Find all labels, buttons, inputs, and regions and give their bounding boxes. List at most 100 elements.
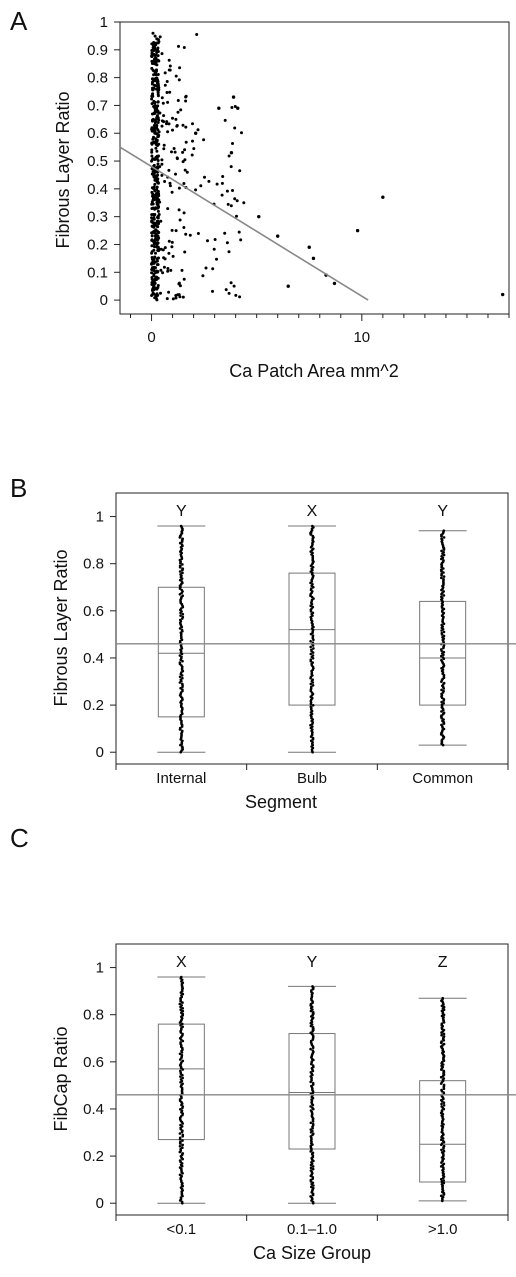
panel-a-data-point bbox=[163, 71, 167, 75]
panel-a-data-point bbox=[159, 268, 163, 272]
panel-a-data-point bbox=[150, 129, 154, 133]
panel-b-data-point bbox=[440, 623, 444, 627]
panel-a-data-point bbox=[154, 120, 158, 123]
panel-a-data-point bbox=[231, 189, 234, 192]
panel-a-data-point bbox=[160, 162, 164, 166]
panel-a-data-point bbox=[158, 111, 162, 115]
panel-a-data-point bbox=[166, 269, 170, 273]
panel-a-data-point bbox=[165, 297, 169, 301]
panel-a-data-point bbox=[158, 165, 162, 169]
panel-a-data-point bbox=[152, 274, 156, 277]
panel-c-data-point bbox=[309, 1195, 312, 1198]
panel-b-data-point bbox=[178, 593, 182, 596]
panel-a-data-point bbox=[156, 192, 160, 196]
panel-c-data-point bbox=[440, 1105, 444, 1108]
panel-a-data-point bbox=[227, 250, 231, 254]
panel-c-data-point bbox=[181, 1139, 184, 1142]
panel-b-data-point bbox=[309, 615, 313, 619]
panel-a-data-point bbox=[184, 125, 188, 129]
panel-a-data-point bbox=[152, 283, 156, 287]
panel-a-data-point bbox=[180, 268, 184, 272]
panel-a-data-point bbox=[153, 131, 157, 135]
panel-a-data-point bbox=[150, 54, 154, 58]
panel-c-data-point bbox=[442, 1104, 446, 1107]
panel-a-data-point bbox=[153, 158, 157, 161]
panel-a-data-point bbox=[206, 239, 209, 243]
panel-c-data-point bbox=[442, 1179, 446, 1182]
panel-a-data-point bbox=[151, 137, 155, 141]
panel-b-data-point bbox=[178, 541, 182, 545]
panel-a-data-point bbox=[154, 146, 158, 150]
panel-c-data-point bbox=[181, 1133, 185, 1137]
panel-c-data-point bbox=[440, 1014, 444, 1018]
panel-a-fit-line bbox=[119, 146, 369, 301]
panel-a-data-point bbox=[159, 219, 163, 223]
panel-b-data-point bbox=[179, 618, 182, 622]
panel-b-data-point bbox=[309, 645, 313, 649]
panel-c-data-point bbox=[440, 1088, 443, 1092]
panel-a-data-point bbox=[183, 148, 187, 152]
panel-b-data-point bbox=[178, 564, 182, 568]
panel-a-data-point bbox=[161, 101, 165, 105]
panel-a-data-point bbox=[213, 238, 217, 241]
panel-b-data-point bbox=[440, 648, 443, 651]
panel-b-data-point bbox=[312, 647, 315, 650]
panel-a-data-point bbox=[156, 209, 160, 213]
panel-a-x-tick-label: 10 bbox=[353, 329, 370, 346]
panel-a-data-point bbox=[167, 168, 171, 172]
panel-c-data-point bbox=[311, 1181, 315, 1185]
panel-a-y-tick-label: 0.5 bbox=[87, 153, 108, 170]
panel-a-data-point bbox=[229, 151, 234, 155]
panel-a-data-point bbox=[152, 99, 156, 103]
panel-a-data-point bbox=[154, 228, 158, 232]
panel-a-data-point bbox=[151, 88, 155, 92]
panel-c-data-point bbox=[440, 1040, 443, 1043]
panel-a-data-point bbox=[150, 251, 154, 255]
panel-a-data-point bbox=[227, 154, 231, 158]
panel-a-data-point bbox=[182, 46, 186, 49]
panel-a-data-point bbox=[150, 244, 154, 248]
panel-a-data-point bbox=[181, 123, 185, 127]
panel-b-data-point bbox=[178, 639, 182, 643]
panel-a-data-point bbox=[202, 138, 206, 142]
panel-a-data-point bbox=[211, 289, 214, 293]
panel-b-data-point bbox=[440, 710, 443, 713]
panel-c-y-tick-label: 0.8 bbox=[83, 1007, 104, 1024]
panel-a-data-point bbox=[166, 100, 170, 104]
panel-a-data-point bbox=[167, 122, 171, 126]
panel-a-data-point bbox=[151, 117, 155, 121]
panel-a-data-point bbox=[156, 215, 160, 219]
chart-marks: 00.10.20.30.40.50.60.70.80.910 1000.20.40… bbox=[83, 14, 516, 1238]
panel-a-data-point bbox=[224, 288, 228, 292]
panel-b-data-point bbox=[311, 566, 315, 569]
panel-a-data-point bbox=[155, 77, 159, 81]
panel-a-data-point bbox=[150, 62, 154, 65]
panel-c-data-point bbox=[442, 1042, 446, 1046]
panel-a-data-point bbox=[184, 232, 188, 236]
panel-a: Ca Patch Area mm^2 Fibrous Layer Ratio bbox=[53, 21, 510, 381]
panel-b-data-point bbox=[178, 661, 182, 664]
panel-c-data-point bbox=[181, 1082, 184, 1085]
panel-b-data-point bbox=[311, 736, 315, 740]
panel-a-y-tick-label: 1 bbox=[100, 14, 108, 31]
panel-c-data-point bbox=[440, 1022, 444, 1025]
panel-a-data-point bbox=[150, 159, 154, 163]
panel-a-y-tick-label: 0.2 bbox=[87, 236, 108, 253]
panel-c-data-point bbox=[440, 1148, 443, 1152]
panel-b-data-point bbox=[310, 587, 313, 590]
panel-c-data-point bbox=[312, 1011, 315, 1014]
panel-a-data-point bbox=[163, 83, 167, 87]
panel-a-data-point bbox=[152, 280, 156, 284]
panel-c-data-point bbox=[311, 1106, 314, 1110]
panel-c-data-point bbox=[442, 1139, 445, 1143]
panel-c-data-point bbox=[181, 1032, 184, 1036]
panel-a-data-point bbox=[150, 256, 154, 259]
panel-c-y-axis-label: FibCap Ratio bbox=[51, 1026, 71, 1131]
panel-a-data-point bbox=[211, 267, 215, 271]
panel-b-data-point bbox=[178, 726, 182, 730]
panel-a-data-point bbox=[154, 141, 158, 145]
panel-a-data-point bbox=[165, 80, 169, 83]
panel-c-data-point bbox=[181, 1025, 184, 1029]
panel-a-data-point bbox=[150, 66, 154, 70]
panel-c-plot-frame bbox=[115, 943, 509, 1216]
